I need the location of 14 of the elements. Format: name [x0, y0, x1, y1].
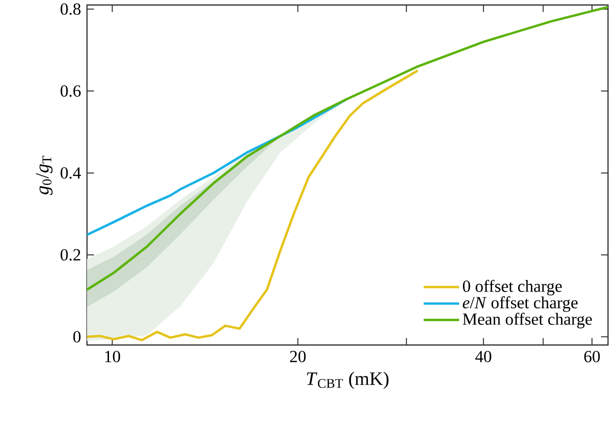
x-tick-label: 10: [105, 350, 120, 362]
legend-label: Mean offset charge: [462, 312, 592, 328]
legend-label: e/N offset charge: [462, 296, 578, 312]
x-axis-title: T$_{CBT}$ (mK): [306, 372, 388, 389]
y-axis-title: g$_{0}$/g$_{T}$: [36, 156, 53, 195]
y-tick-label: 0.2: [60, 249, 80, 261]
y-tick-label: 0.8: [60, 3, 81, 15]
legend-label: 0 offset charge: [462, 280, 562, 296]
x-tick-label: 40: [475, 350, 492, 362]
x-tick-label: 60: [584, 350, 600, 362]
y-tick-label: 0.6: [60, 85, 81, 97]
y-tick-label: 0: [73, 331, 81, 343]
x-tick-label: 20: [290, 350, 306, 362]
y-tick-label: 0.4: [60, 167, 81, 179]
